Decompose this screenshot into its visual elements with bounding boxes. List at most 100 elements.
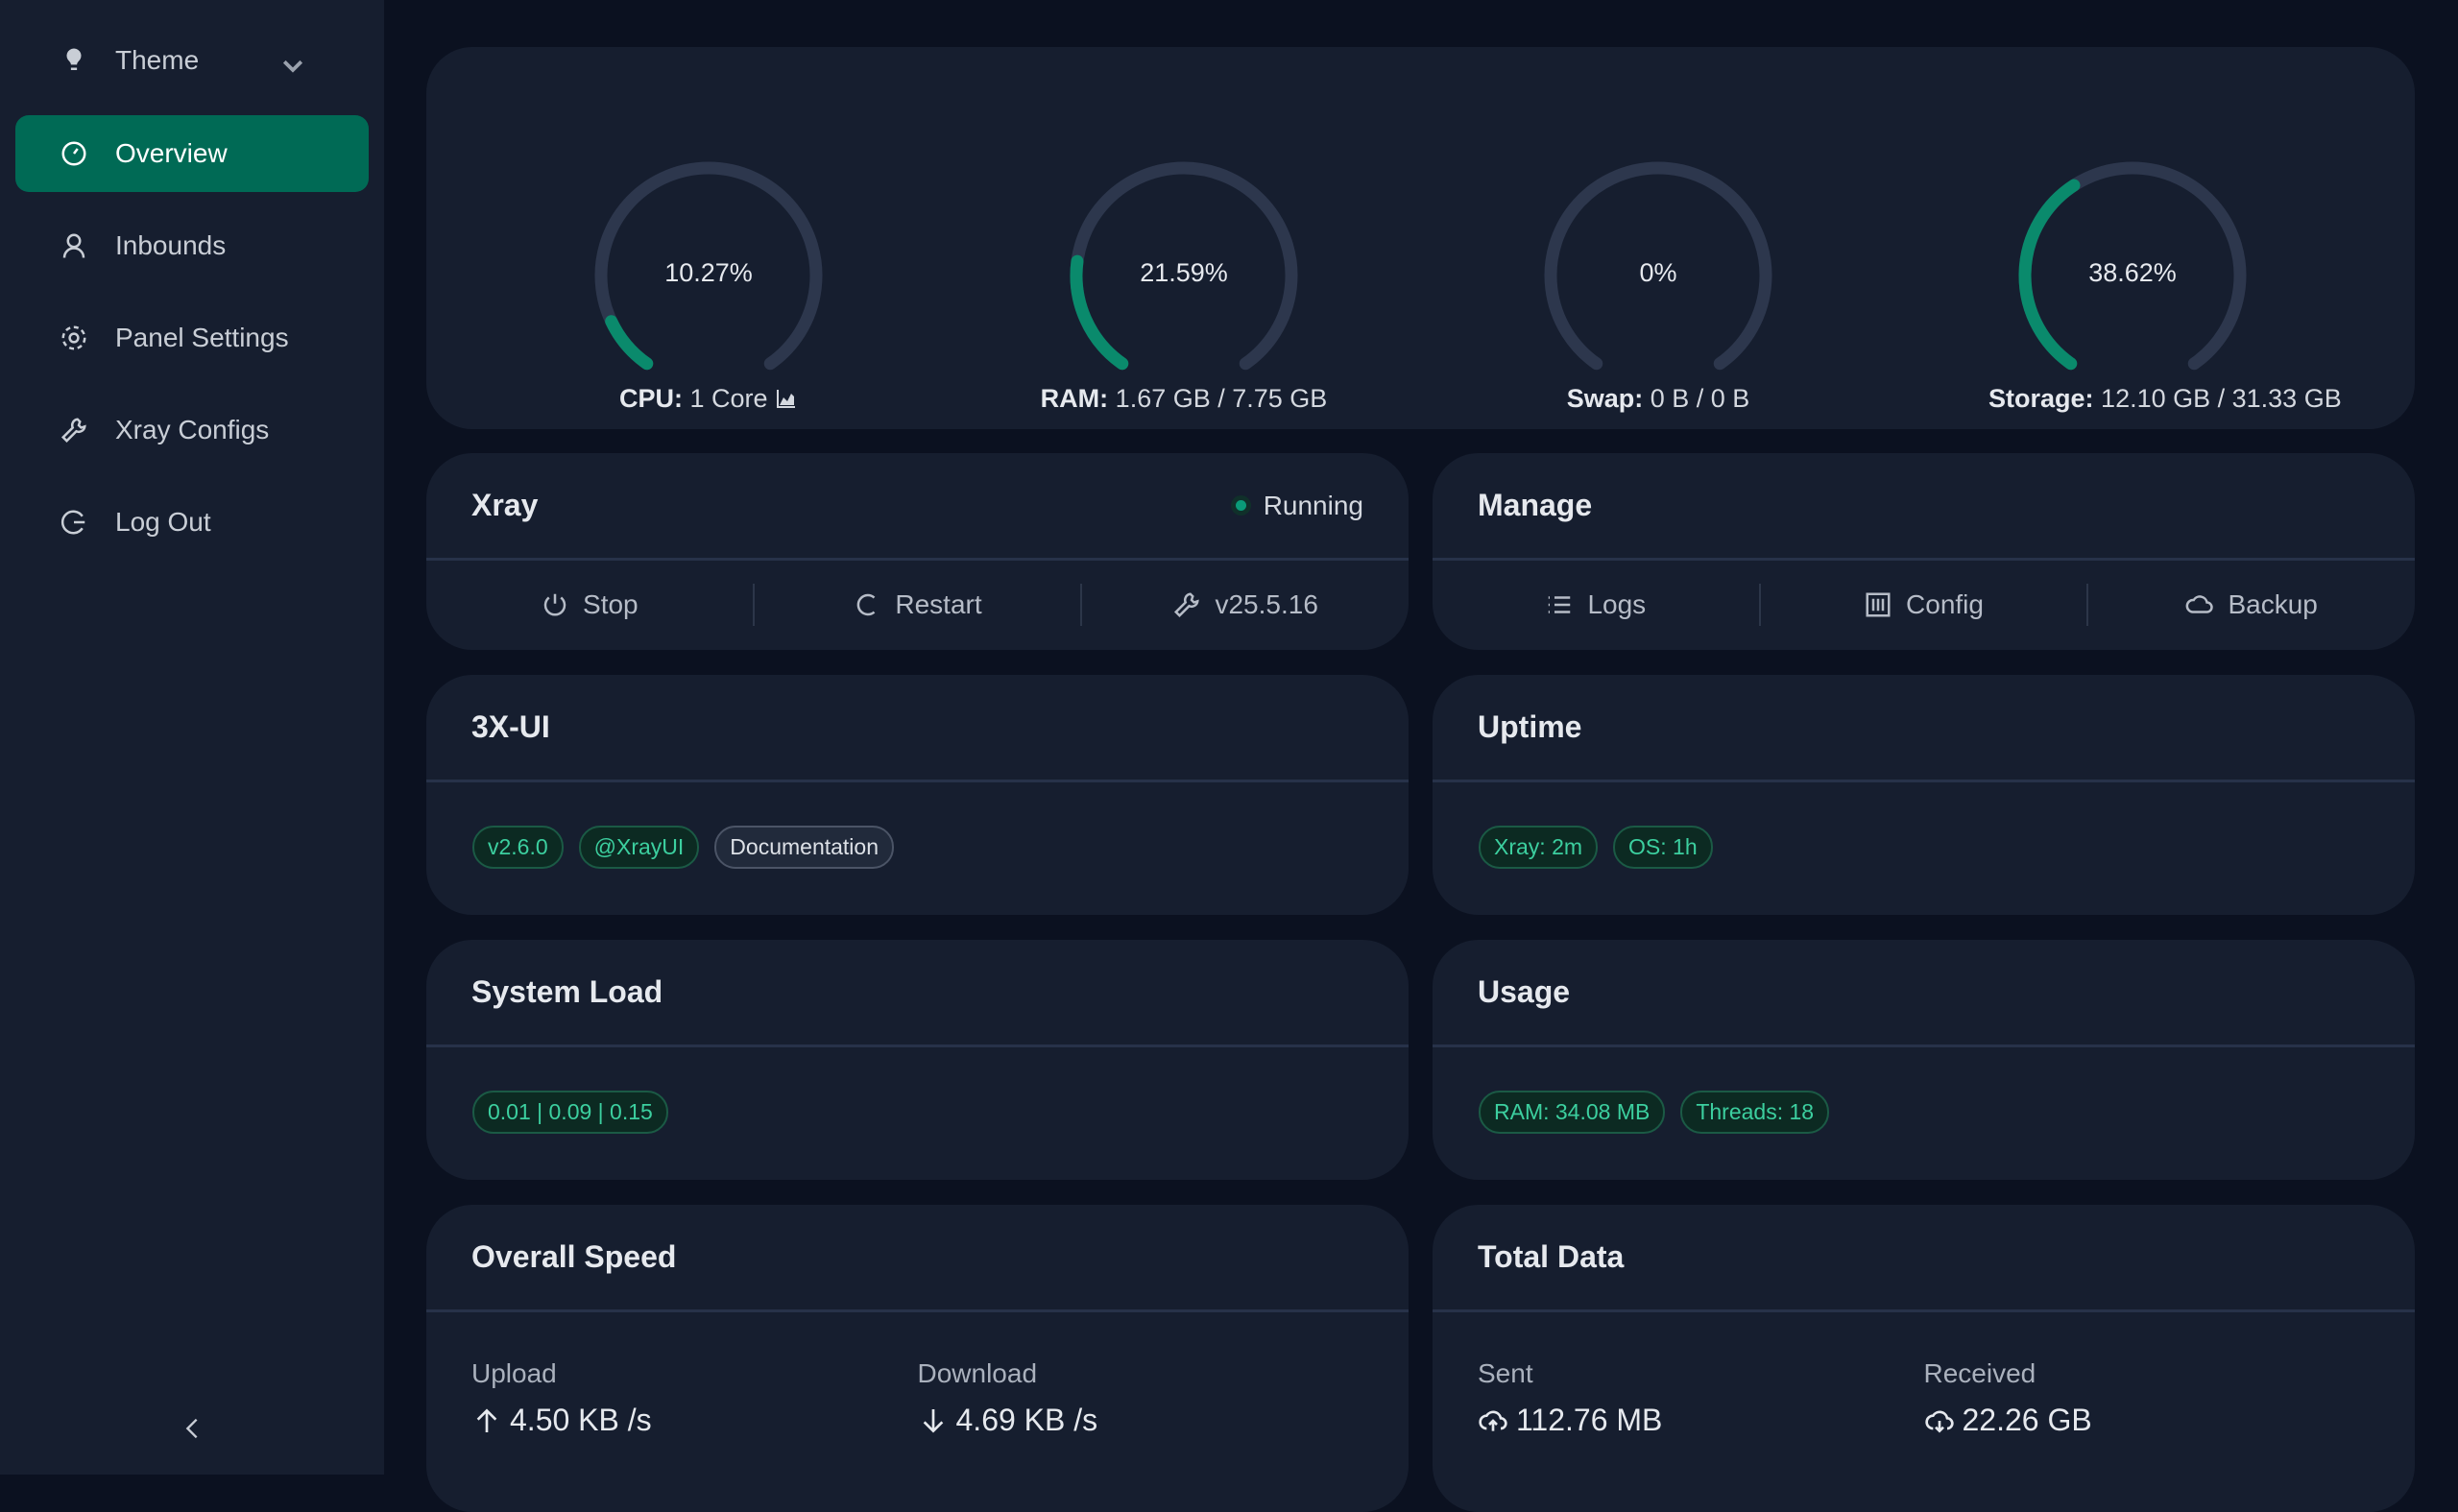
gauge-label-name: Swap: [1566, 384, 1644, 413]
xray-version-button[interactable]: v25.5.16 [1082, 584, 1409, 626]
gauge-arc [1544, 161, 1772, 371]
system-load-title: System Load [471, 974, 663, 1009]
stop-button[interactable]: Stop [426, 584, 755, 626]
system-status-card: 10.27% CPU: 1 Core 21.59% RAM: 1.67 GB /… [426, 47, 2415, 429]
upload-label: Upload [471, 1358, 557, 1388]
sidebar-item-label: Xray Configs [115, 415, 270, 444]
download-value: 4.69 KB /s [955, 1403, 1098, 1437]
xray-status: Running [1235, 490, 1363, 521]
gauge-value: 0% [1639, 258, 1677, 287]
speed-title: Overall Speed [471, 1239, 677, 1274]
cpu-gauge: 10.27% CPU: 1 Core [565, 153, 853, 414]
gauge-fill [1070, 254, 1129, 371]
wrench-icon [60, 418, 86, 444]
gauge-arc [594, 161, 823, 371]
ram-usage-tag: RAM: 34.08 MB [1479, 1091, 1666, 1134]
storage-gauge: 38.62% Storage: 12.10 GB / 31.33 GB [1988, 153, 2342, 414]
sidebar-item-label: Inbounds [115, 230, 227, 260]
xray-card: Xray Running Stop Restart v25.5.16 [426, 453, 1409, 650]
sidebar-item-panel-settings[interactable]: Panel Settings [15, 300, 369, 376]
sidebar-item-label: Overview [115, 138, 228, 168]
gauge-detail: 0 B / 0 B [1650, 384, 1750, 413]
status-text: Running [1263, 490, 1363, 520]
gauge-detail: 12.10 GB / 31.33 GB [2101, 384, 2342, 413]
gauge-arc [1070, 161, 1298, 371]
upload-value: 4.50 KB /s [510, 1403, 652, 1437]
xray-version: v25.5.16 [1215, 589, 1318, 619]
gauge-label-name: Storage: [1988, 384, 2094, 413]
cloud-upload-icon [1479, 1410, 1507, 1431]
sent-label: Sent [1478, 1358, 1533, 1388]
manage-card: Manage Logs Config Backup [1433, 453, 2415, 650]
gauge-arc [2018, 161, 2247, 371]
sidebar-item-label: Panel Settings [115, 323, 289, 352]
download-label: Download [917, 1358, 1038, 1388]
sent-value: 112.76 MB [1516, 1403, 1663, 1437]
gauge-fill [2018, 179, 2081, 371]
logout-icon [60, 510, 85, 535]
bulb-icon [66, 48, 82, 70]
logs-button[interactable]: Logs [1433, 584, 1761, 626]
app-info-card: 3X-UI v2.6.0 @XrayUI Documentation [426, 675, 1409, 915]
received-value: 22.26 GB [1962, 1403, 2092, 1437]
sidebar-item-overview[interactable]: Overview [15, 115, 369, 192]
wrench-icon [1174, 592, 1200, 618]
usage-title: Usage [1478, 974, 1571, 1009]
stop-label: Stop [583, 589, 639, 619]
total-title: Total Data [1478, 1239, 1625, 1274]
restart-button[interactable]: Restart [755, 584, 1083, 626]
cloud-server-icon [2186, 595, 2214, 613]
xray-title: Xray [471, 488, 539, 522]
gauge-label-name: CPU: [618, 384, 683, 413]
restart-label: Restart [895, 589, 982, 619]
arrow-down-icon [923, 1408, 943, 1433]
usage-card: Usage RAM: 34.08 MB Threads: 18 [1433, 940, 2415, 1180]
gauge-label: Storage: 12.10 GB / 31.33 GB [1988, 384, 2342, 414]
backup-label: Backup [2228, 589, 2318, 619]
app-title: 3X-UI [471, 709, 550, 744]
list-icon [1549, 596, 1571, 613]
config-button[interactable]: Config [1761, 584, 2089, 626]
total-data-card: Total Data Sent 112.76 MB Received 22.26 G… [1433, 1205, 2415, 1512]
uptime-card: Uptime Xray: 2m OS: 1h [1433, 675, 2415, 915]
sidebar-item-label: Log Out [115, 507, 211, 537]
sidebar-item-log-out[interactable]: Log Out [15, 484, 369, 561]
channel-link[interactable]: @XrayUI [578, 826, 700, 869]
gauge-value: 38.62% [2088, 258, 2177, 287]
backup-button[interactable]: Backup [2088, 584, 2415, 626]
theme-label: Theme [115, 45, 200, 75]
control-icon [1866, 592, 1891, 617]
sidebar-item-xray-configs[interactable]: Xray Configs [15, 392, 369, 468]
area-chart-icon[interactable] [775, 387, 798, 410]
status-dot-icon [1235, 500, 1246, 511]
logs-label: Logs [1587, 589, 1647, 619]
gauge-value: 10.27% [664, 258, 753, 287]
gauge-detail: 1 Core [689, 384, 768, 413]
gauge-track [594, 161, 823, 371]
arrow-up-icon [476, 1407, 497, 1432]
gauge-detail: 1.67 GB / 7.75 GB [1115, 384, 1328, 413]
received-label: Received [1923, 1358, 2036, 1388]
sidebar: Theme Overview Inbounds Panel Settings X… [0, 0, 384, 1475]
reload-icon [857, 593, 876, 616]
gear-icon [61, 325, 86, 350]
version-tag: v2.6.0 [472, 826, 564, 869]
chevron-down-icon[interactable] [278, 51, 307, 80]
threads-tag: Threads: 18 [1680, 1091, 1830, 1134]
gauge-label-name: RAM: [1040, 384, 1109, 413]
uptime-title: Uptime [1478, 709, 1582, 744]
system-load-card: System Load 0.01 | 0.09 | 0.15 [426, 940, 1409, 1180]
theme-menu[interactable]: Theme [15, 22, 369, 99]
gauge-label: Swap: 0 B / 0 B [1514, 384, 1802, 414]
gauge-label: RAM: 1.67 GB / 7.75 GB [1040, 384, 1328, 414]
manage-title: Manage [1478, 488, 1593, 522]
cloud-download-icon [1924, 1410, 1954, 1433]
gauge-value: 21.59% [1140, 258, 1228, 287]
swap-gauge: 0% Swap: 0 B / 0 B [1514, 153, 1802, 414]
power-icon [543, 593, 566, 616]
sidebar-item-inbounds[interactable]: Inbounds [15, 207, 369, 284]
config-label: Config [1906, 589, 1984, 619]
collapse-sidebar-icon[interactable] [179, 1413, 205, 1444]
os-uptime-tag: OS: 1h [1613, 826, 1713, 869]
documentation-link[interactable]: Documentation [714, 826, 894, 869]
